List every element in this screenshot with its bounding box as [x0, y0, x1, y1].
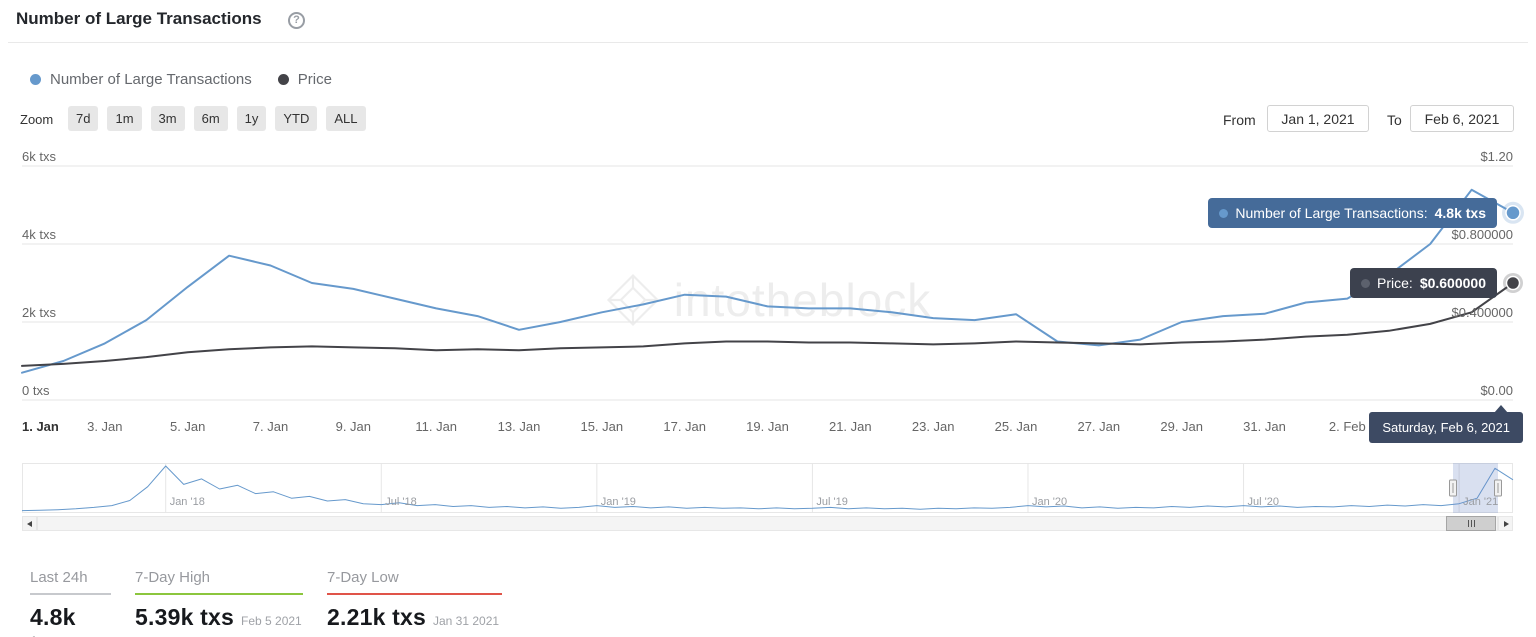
legend-label-price: Price	[297, 71, 332, 88]
x-axis-label: 3. Jan	[87, 419, 123, 434]
tooltip-date: Saturday, Feb 6, 2021	[1369, 412, 1523, 443]
navigator-axis-label: Jan '20	[1032, 496, 1068, 508]
transactions-series-dot-icon	[1219, 208, 1229, 218]
scrollbar-thumb[interactable]	[1446, 516, 1496, 531]
zoom-button-3m[interactable]: 3m	[150, 106, 185, 131]
x-axis-label: 5. Jan	[169, 419, 206, 434]
transactions-series-dot-icon	[30, 74, 41, 85]
zoom-button-7d[interactable]: 7d	[68, 106, 99, 131]
stat-last-24h: Last 24h 4.8k txs	[30, 569, 111, 637]
tooltip-transactions: Number of Large Transactions: 4.8k txs	[1208, 198, 1497, 228]
scrollbar-left-arrow[interactable]	[22, 516, 37, 531]
transactions-marker	[1505, 205, 1521, 221]
stat-label: Last 24h	[30, 569, 111, 595]
stat-date: Feb 5 2021	[241, 614, 302, 628]
y-axis-right-label: $0.00	[1480, 383, 1513, 398]
x-axis-label: 23. Jan	[911, 419, 955, 434]
legend-item-price[interactable]: Price	[277, 71, 332, 88]
stats-panel: Last 24h 4.8k txs 7-Day High 5.39k txs F…	[30, 569, 502, 637]
legend: Number of Large Transactions Price	[30, 71, 332, 88]
navigator-axis-label: Jan '19	[600, 496, 636, 508]
zoom-label: Zoom	[20, 112, 54, 127]
y-axis-left-label: 6k txs	[22, 149, 56, 164]
x-axis: 1. Jan 3. Jan 5. Jan 7. Jan 9. Jan 11. Jan 13.…	[0, 419, 1536, 436]
x-axis-label: 17. Jan	[663, 419, 707, 434]
transactions-marker-halo	[1502, 201, 1524, 224]
x-axis-label: 13. Jan	[497, 419, 541, 434]
zoom-button-6m[interactable]: 6m	[193, 106, 228, 131]
stat-value: 5.39k txs	[135, 604, 234, 630]
scrollbar-track[interactable]	[37, 516, 1498, 531]
legend-item-transactions[interactable]: Number of Large Transactions	[30, 71, 252, 88]
stat-value: 4.8k txs	[30, 604, 76, 637]
navigator-axis-label: Jul '18	[385, 496, 417, 508]
zoom-button-ytd[interactable]: YTD	[275, 106, 318, 131]
zoom-button-1y[interactable]: 1y	[236, 106, 267, 131]
price-series-dot-icon	[277, 74, 289, 85]
navigator-axis-label: Jul '20	[1247, 496, 1279, 508]
x-axis-label: 19. Jan	[746, 419, 789, 434]
y-axis-left-label: 4k txs	[22, 227, 56, 242]
help-icon[interactable]: ?	[288, 12, 305, 29]
x-axis-label: 2. Feb	[1328, 419, 1366, 434]
y-axis-left-label: 2k txs	[22, 305, 56, 320]
y-axis-right-label: $0.400000	[1451, 305, 1513, 320]
from-label: From	[1223, 112, 1256, 128]
to-date-input[interactable]	[1410, 105, 1514, 132]
stat-date: Jan 31 2021	[433, 614, 500, 628]
date-tooltip-arrow-icon	[1494, 405, 1508, 413]
stat-7-day-high: 7-Day High 5.39k txs Feb 5 2021	[135, 569, 303, 637]
tooltip-price: Price: $0.600000	[1350, 268, 1497, 298]
legend-label-transactions: Number of Large Transactions	[50, 71, 252, 88]
scrollbar-grip-icon	[1470, 520, 1472, 527]
scrollbar-grip-icon	[1467, 520, 1469, 527]
x-axis-label: 1. Jan	[22, 419, 59, 434]
scrollbar-grip-icon	[1473, 520, 1475, 527]
x-axis-label: 11. Jan	[415, 419, 458, 434]
watermark: intotheblock	[0, 272, 1536, 328]
zoom-buttons: 7d 1m 3m 6m 1y YTD ALL	[68, 106, 366, 131]
stat-7-day-low: 7-Day Low 2.21k txs Jan 31 2021	[327, 569, 502, 637]
stat-label: 7-Day High	[135, 569, 303, 595]
x-axis-label: 25. Jan	[994, 419, 1038, 434]
zoom-button-1m[interactable]: 1m	[107, 106, 142, 131]
y-axis-right-label: $1.20	[1480, 149, 1513, 164]
tooltip-price-value: $0.600000	[1419, 275, 1486, 291]
x-axis-label: 29. Jan	[1160, 419, 1204, 434]
navigator-axis-label: Jul '19	[816, 496, 848, 508]
to-label: To	[1387, 112, 1402, 128]
stat-label: 7-Day Low	[327, 569, 502, 595]
watermark-text: intotheblock	[673, 274, 932, 326]
page-title: Number of Large Transactions	[16, 9, 262, 28]
tooltip-price-label: Price:	[1377, 275, 1413, 291]
navigator-axis-label: Jan '21	[1463, 496, 1499, 508]
x-axis-label: 21. Jan	[828, 419, 872, 434]
x-axis-label: 9. Jan	[335, 419, 372, 434]
from-date-input[interactable]	[1267, 105, 1369, 132]
divider	[8, 42, 1528, 43]
x-axis-label: 15. Jan	[580, 419, 624, 434]
x-axis-label: 7. Jan	[252, 419, 289, 434]
navigator[interactable]	[22, 463, 1513, 513]
price-series-dot-icon	[1361, 278, 1371, 288]
tooltip-transactions-label: Number of Large Transactions:	[1235, 205, 1428, 221]
navigator-axis-label: Jan '18	[169, 496, 205, 508]
stat-value: 2.21k txs	[327, 604, 426, 630]
y-axis-right-label: $0.800000	[1451, 227, 1513, 242]
zoom-button-all[interactable]: ALL	[326, 106, 366, 131]
intotheblock-logo-icon	[606, 273, 659, 327]
x-axis-label: 31. Jan	[1243, 419, 1286, 434]
tooltip-transactions-value: 4.8k txs	[1434, 205, 1486, 221]
y-axis-left-label: 0 txs	[22, 383, 50, 398]
x-axis-label: 27. Jan	[1077, 419, 1121, 434]
scrollbar-right-arrow[interactable]	[1498, 516, 1513, 531]
